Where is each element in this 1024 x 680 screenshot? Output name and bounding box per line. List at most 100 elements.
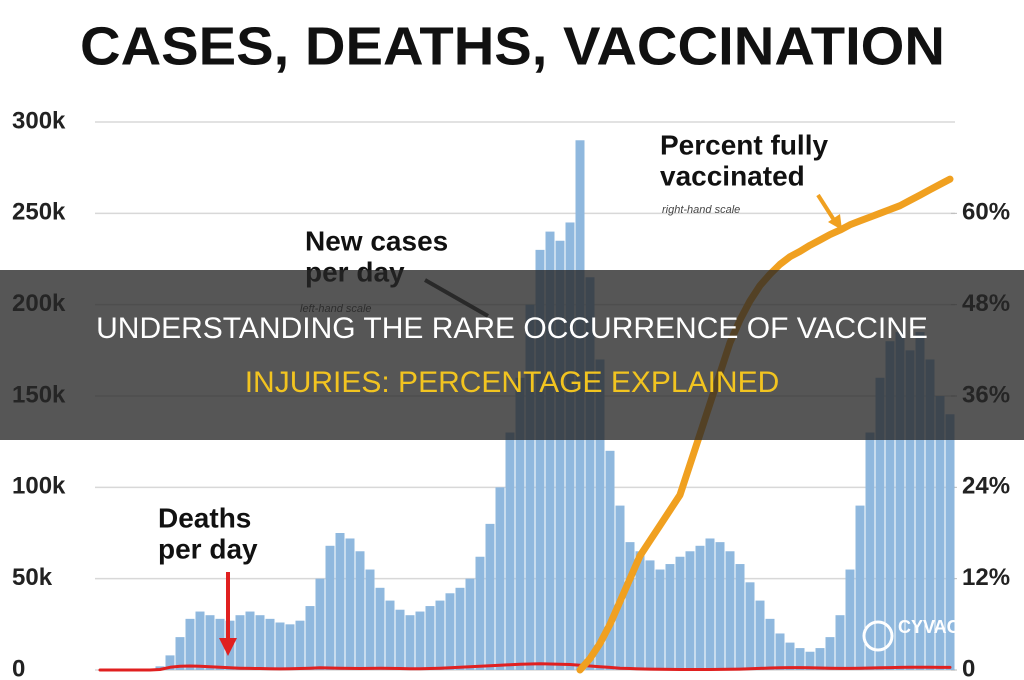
- bar: [915, 332, 925, 670]
- bar: [235, 615, 245, 670]
- bar: [935, 396, 945, 670]
- bar: [365, 569, 375, 670]
- y2-tick-label: 24%: [962, 473, 1010, 500]
- bar: [335, 533, 345, 670]
- bar: [945, 414, 955, 670]
- bar: [445, 593, 455, 670]
- bar: [355, 551, 365, 670]
- bar: [795, 648, 805, 670]
- banner-line: INJURIES: PERCENTAGE EXPLAINED: [245, 366, 780, 399]
- y2-tick-label: 60%: [962, 199, 1010, 226]
- bar: [495, 487, 505, 670]
- bar: [765, 618, 775, 670]
- banner: [0, 270, 1024, 440]
- bar: [565, 222, 575, 670]
- bar: [465, 578, 475, 670]
- bar: [875, 377, 885, 670]
- annotation: per day: [158, 533, 258, 564]
- bar: [585, 277, 595, 670]
- chart-title: CASES, DEATHS, VACCINATION: [80, 16, 945, 76]
- bar: [805, 651, 815, 670]
- bar: [775, 633, 785, 670]
- bar: [825, 637, 835, 670]
- bar: [555, 240, 565, 670]
- bar: [295, 620, 305, 670]
- bar: [635, 551, 645, 670]
- bar: [375, 587, 385, 670]
- y-tick-label: 50k: [12, 564, 53, 591]
- bar: [405, 615, 415, 670]
- bar: [345, 538, 355, 670]
- bar: [615, 505, 625, 670]
- bar: [315, 578, 325, 670]
- bar: [665, 564, 675, 670]
- bar: [895, 332, 905, 670]
- bar: [475, 556, 485, 670]
- bar: [595, 359, 605, 670]
- bar: [175, 637, 185, 670]
- bar: [675, 556, 685, 670]
- bar: [385, 600, 395, 670]
- bar: [195, 611, 205, 670]
- y2-tick-label: 12%: [962, 564, 1010, 591]
- bar: [185, 618, 195, 670]
- banner-line: UNDERSTANDING THE RARE OCCURRENCE OF VAC…: [96, 312, 928, 345]
- logo: CYVAC: [898, 617, 960, 637]
- y-tick-label: 250k: [12, 199, 66, 226]
- y-tick-label: 100k: [12, 473, 66, 500]
- bar: [835, 615, 845, 670]
- annotation: vaccinated: [660, 160, 805, 191]
- bar: [515, 377, 525, 670]
- bar: [785, 642, 795, 670]
- arrow-head: [219, 638, 237, 656]
- bar: [255, 615, 265, 670]
- bar: [865, 432, 875, 670]
- bar: [735, 564, 745, 670]
- bar: [905, 350, 915, 670]
- annotation: Percent fully: [660, 129, 828, 160]
- y-tick-label: 0: [12, 655, 25, 680]
- bar: [685, 551, 695, 670]
- annotation: New cases: [305, 225, 448, 256]
- bar: [435, 600, 445, 670]
- bar: [265, 618, 275, 670]
- bars: [155, 140, 955, 670]
- logo-icon: [862, 620, 894, 652]
- bar: [845, 569, 855, 670]
- bar: [425, 606, 435, 670]
- bar: [655, 569, 665, 670]
- bar: [815, 648, 825, 670]
- y-tick-label: 300k: [12, 107, 66, 134]
- bar: [245, 611, 255, 670]
- arrow: [816, 193, 836, 222]
- bar: [165, 655, 175, 670]
- bar: [705, 538, 715, 670]
- bar: [625, 542, 635, 670]
- bar: [525, 304, 535, 670]
- bar: [755, 600, 765, 670]
- bar: [275, 622, 285, 670]
- bar: [505, 432, 515, 670]
- bar: [745, 582, 755, 670]
- bar: [545, 231, 555, 670]
- line: [98, 662, 952, 672]
- annotation: Deaths: [158, 502, 251, 533]
- bar: [285, 624, 295, 670]
- bar: [605, 450, 615, 670]
- bar: [205, 615, 215, 670]
- bar: [305, 606, 315, 670]
- bar: [645, 560, 655, 670]
- bar: [215, 618, 225, 670]
- y2-tick-label: 0: [962, 655, 975, 680]
- annotation: right-hand scale: [662, 204, 740, 216]
- bar: [695, 545, 705, 670]
- bar: [725, 551, 735, 670]
- bar: [885, 341, 895, 670]
- bar: [715, 542, 725, 670]
- bar: [455, 587, 465, 670]
- bar: [925, 359, 935, 670]
- bar: [485, 523, 495, 670]
- arrow-head: [828, 214, 842, 230]
- bar: [415, 611, 425, 670]
